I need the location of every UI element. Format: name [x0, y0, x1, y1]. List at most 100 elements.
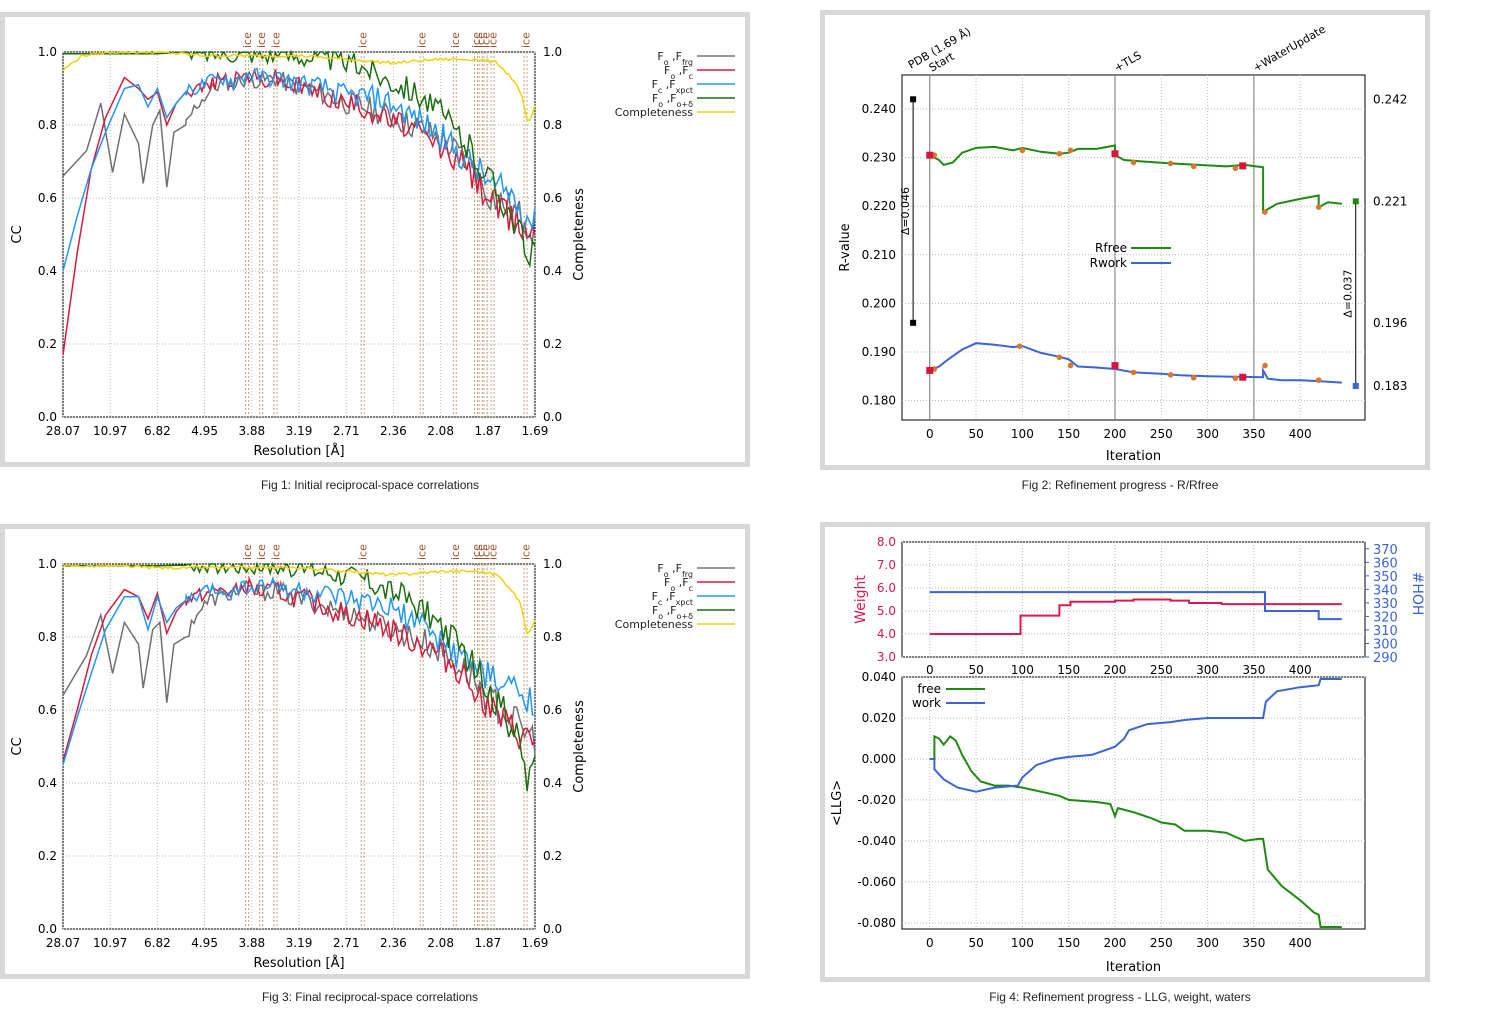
series-line-hoh: [929, 591, 1342, 621]
x-tick-label: 100: [1011, 936, 1034, 950]
y-tick-label: -0.080: [857, 916, 896, 930]
y2-tick-label: 0.6: [543, 191, 562, 205]
x-tick-label: 400: [1289, 427, 1312, 441]
legend-label-fcfxpct: Fc ,Fxpct: [652, 78, 693, 95]
ice-ring-label: ice: [416, 32, 429, 48]
red-marker: [926, 366, 934, 374]
weight-tick-label: 8.0: [877, 535, 896, 549]
y-tick-label: 0.230: [862, 151, 896, 165]
x-axis-label: Iteration: [1106, 449, 1161, 464]
right-value-label: 0.196: [1373, 316, 1407, 330]
figure-1-panel: 28.07 10.97 6.82 4.95 3.88 3.19 2.71 2.36 2.08 1.…: [0, 12, 750, 467]
y-tick-label: 0.2: [38, 849, 57, 863]
y-axis-label: <LLG>: [830, 780, 845, 826]
series-line-fofrg: [62, 579, 536, 756]
y-tick-label: 0.4: [38, 776, 57, 790]
figure-2-panel: 0 50 100 150 200 250 300 350 400 0.180 0.190 0.200 0…: [820, 10, 1430, 470]
fig4-caption: Fig 4: Refinement progress - LLG, weight…: [989, 990, 1251, 1004]
fig3-chart: 28.07 10.97 6.82 4.95 3.88 3.19 2.71 2.36 2.08 1.…: [10, 544, 735, 971]
y2-tick-label: 0.0: [543, 410, 562, 424]
ice-ring-label: ice: [449, 544, 462, 560]
x-tick-label: 150: [1057, 427, 1080, 441]
ice-ring-label: ice: [475, 32, 488, 48]
orange-marker: [1190, 163, 1197, 170]
red-marker: [1239, 162, 1247, 170]
weight-tick-label: 4.0: [877, 627, 896, 641]
x-tick-label: 1.87: [474, 936, 501, 950]
x-tick-label: 0: [926, 663, 934, 677]
x-tick-label: 350: [1242, 936, 1265, 950]
y2-tick-label: 0.2: [543, 849, 562, 863]
y-tick-label: 0.8: [38, 118, 57, 132]
y2-tick-label: 0.2: [543, 337, 562, 351]
y-tick-label: 0.8: [38, 630, 57, 644]
fig2-caption: Fig 2: Refinement progress - R/Rfree: [1021, 478, 1219, 492]
y-axis-label: CC: [10, 737, 25, 755]
orange-marker: [1056, 150, 1063, 157]
y-tick-label: 0.210: [862, 248, 896, 262]
red-marker: [926, 151, 934, 159]
x-axis-label: Resolution [Å]: [253, 443, 344, 459]
y2-tick-label: 0.0: [543, 922, 562, 936]
y-tick-label: -0.040: [857, 834, 896, 848]
weight-tick-label: 3.0: [877, 650, 896, 664]
orange-marker: [1019, 147, 1026, 154]
orange-marker: [1190, 374, 1197, 381]
hoh-tick-label: 290: [1373, 651, 1398, 666]
y2-tick-label: 0.8: [543, 118, 562, 132]
orange-marker: [1130, 159, 1137, 166]
pdb-rfree-marker: [910, 96, 917, 103]
x-tick-label: 50: [968, 663, 983, 677]
ice-ring-label: ice: [479, 32, 492, 48]
ice-ring-label: ice: [241, 32, 254, 48]
ice-ring-label: ice: [255, 544, 268, 560]
ice-ring-label: ice: [449, 32, 462, 48]
legend-label-rfree: Rfree: [1095, 241, 1127, 255]
x-axis-label: Resolution [Å]: [253, 955, 344, 971]
x-tick-label: 10.97: [93, 424, 127, 438]
y-tick-label: 1.0: [38, 557, 57, 571]
fig4-chart: 0 50 100 150 200 250 300 350 400 3.0 4.0 5.0 6.0 7.0 8…: [830, 535, 1425, 975]
orange-marker: [1262, 209, 1268, 215]
legend-label-fofod: Fo ,Fo+δ: [652, 92, 693, 109]
x-tick-label: 3.88: [238, 424, 265, 438]
orange-marker: [1016, 343, 1023, 349]
x-tick-label: 350: [1242, 663, 1265, 677]
right-value-label: 0.183: [1373, 379, 1407, 393]
delta-right-label: Δ=0.037: [1342, 270, 1355, 318]
series-line-rfree: [929, 144, 1342, 214]
fig3-caption: Fig 3: Final reciprocal-space correlatio…: [261, 990, 479, 1004]
series-line-weight: [929, 598, 1342, 635]
series-line-fcfxpct: [62, 576, 536, 766]
y-tick-label: 0.0: [38, 410, 57, 424]
series-line-completeness: [62, 51, 536, 121]
x-tick-label: 0: [926, 427, 934, 441]
x-tick-label: 10.97: [93, 936, 127, 950]
weight-axis-label: Weight: [853, 575, 869, 624]
y-tick-label: 0.0: [38, 922, 57, 936]
hoh-axis-label: #HOH: [1409, 572, 1425, 616]
y-tick-label: 0.240: [862, 102, 896, 116]
event-label: +WaterUpdate: [1251, 22, 1328, 74]
x-tick-label: 2.36: [380, 936, 407, 950]
delta-left-label: Δ=0.046: [899, 187, 912, 235]
x-tick-label: 1.87: [474, 424, 501, 438]
x-tick-label: 0: [926, 936, 934, 950]
x-tick-label: 150: [1057, 936, 1080, 950]
red-marker: [1111, 362, 1119, 370]
series-line-completeness: [62, 563, 536, 635]
y2-tick-label: 0.4: [543, 776, 562, 790]
bottom-plot-frame: [901, 676, 1366, 930]
ice-ring-label: ice: [255, 32, 268, 48]
y-tick-label: 0.6: [38, 703, 57, 717]
ice-ring-label: ice: [520, 544, 533, 560]
hoh-tick-label: 320: [1373, 610, 1398, 625]
x-tick-label: 3.19: [286, 424, 313, 438]
y-tick-label: 0.200: [862, 296, 896, 310]
x-tick-label: 300: [1196, 427, 1219, 441]
x-tick-label: 2.08: [427, 936, 454, 950]
right-value-label: 0.242: [1373, 92, 1407, 106]
y2-tick-label: 0.8: [543, 630, 562, 644]
y-tick-label: 0.2: [38, 337, 57, 351]
legend-label-fcfxpct: Fc ,Fxpct: [652, 590, 693, 607]
